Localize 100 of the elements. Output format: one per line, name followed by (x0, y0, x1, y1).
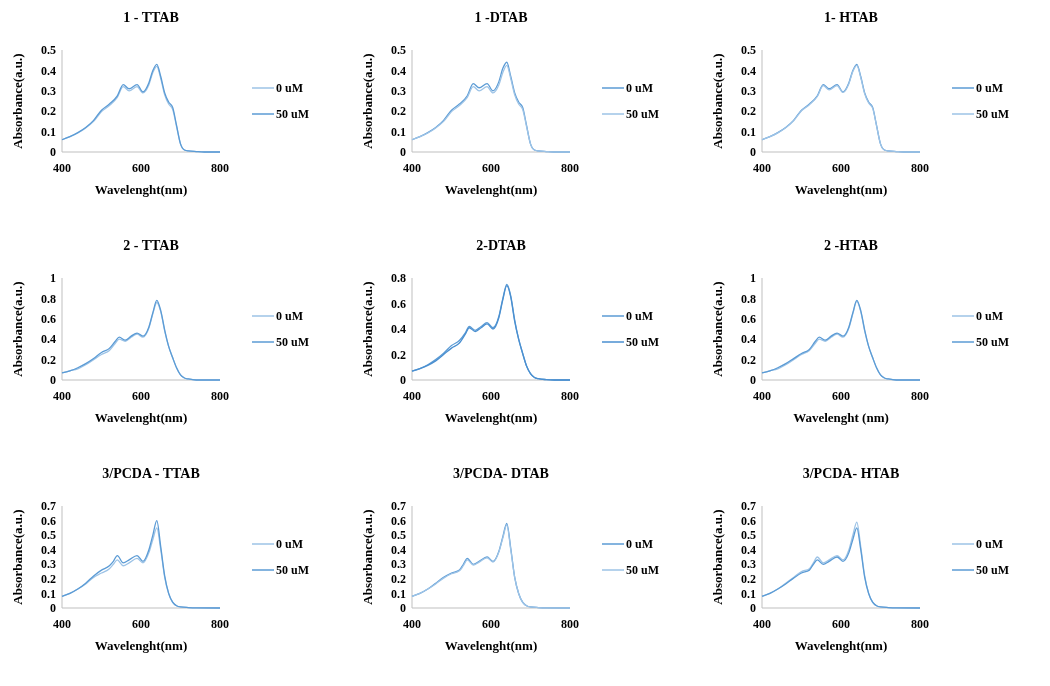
y-tick-label: 0.3 (41, 557, 56, 572)
y-tick-label: 0.1 (391, 124, 406, 139)
y-tick-label: 0.3 (391, 557, 406, 572)
y-tick-label: 0.4 (741, 63, 756, 78)
y-axis-title: Absorbance(a.u.) (360, 53, 375, 149)
y-tick-label: 0 (50, 373, 56, 388)
y-tick-label: 0 (400, 373, 406, 388)
x-tick-label: 400 (53, 161, 71, 175)
legend-label: 50 uM (976, 335, 1009, 350)
y-tick-label: 0.3 (741, 557, 756, 572)
y-tick-label: 0.5 (41, 43, 56, 58)
y-tick-label: 0.4 (741, 332, 756, 347)
x-axis-title: Wavelenght(nm) (444, 410, 538, 425)
legend-label: 50 uM (626, 107, 659, 122)
y-tick-label: 0.6 (41, 513, 56, 528)
y-tick-label: 0.6 (391, 296, 406, 311)
y-tick-label: 0.1 (741, 124, 756, 139)
legend-label: 50 uM (276, 335, 309, 350)
x-tick-label: 600 (482, 161, 500, 175)
x-tick-label: 600 (832, 389, 850, 403)
y-tick-label: 0.2 (391, 572, 406, 587)
y-tick-label: 0.3 (391, 84, 406, 98)
y-axis-title: Absorbance(a.u.) (10, 509, 25, 605)
y-tick-label: 0.4 (41, 332, 56, 347)
y-tick-label: 0 (50, 601, 56, 616)
y-tick-label: 0.8 (41, 291, 56, 306)
y-tick-label: 0.1 (741, 586, 756, 601)
chart-title: 1 -DTAB (474, 10, 528, 25)
y-tick-label: 0.5 (391, 528, 406, 543)
y-tick-label: 0.4 (41, 63, 56, 78)
legend-label: 0 uM (626, 81, 653, 96)
y-tick-label: 0.2 (41, 104, 56, 119)
y-axis-title: Absorbance(a.u.) (10, 281, 25, 377)
x-tick-label: 600 (832, 617, 850, 631)
y-tick-label: 0.2 (41, 352, 56, 367)
y-axis-title: Absorbance(a.u.) (710, 281, 725, 377)
x-tick-label: 600 (832, 161, 850, 175)
chart-title: 3/PCDA- DTAB (453, 466, 549, 481)
chart-title: 3/PCDA - TTAB (102, 466, 200, 481)
x-axis-title: Wavelenght(nm) (94, 410, 188, 425)
chart-title: 3/PCDA- HTAB (802, 466, 900, 481)
y-tick-label: 0 (50, 145, 56, 160)
y-tick-label: 0.2 (741, 572, 756, 587)
y-tick-label: 0 (400, 145, 406, 160)
y-tick-label: 0 (750, 601, 756, 616)
x-tick-label: 800 (561, 161, 579, 175)
x-tick-label: 400 (53, 389, 71, 403)
y-axis-title: Absorbance(a.u.) (710, 53, 725, 149)
x-tick-label: 400 (53, 617, 71, 631)
y-tick-label: 0.2 (391, 347, 406, 362)
legend-label: 0 uM (626, 537, 653, 552)
x-tick-label: 400 (403, 161, 421, 175)
legend-label: 50 uM (626, 563, 659, 578)
x-tick-label: 400 (403, 389, 421, 403)
x-tick-label: 800 (561, 389, 579, 403)
legend-label: 50 uM (976, 563, 1009, 578)
legend-label: 0 uM (276, 309, 303, 324)
legend-label: 0 uM (976, 309, 1003, 324)
y-tick-label: 1 (50, 271, 56, 286)
y-tick-label: 0.8 (391, 271, 406, 286)
y-tick-label: 1 (750, 271, 756, 286)
x-tick-label: 800 (561, 617, 579, 631)
legend-label: 50 uM (276, 563, 309, 578)
legend-label: 50 uM (976, 107, 1009, 122)
y-tick-label: 0.5 (741, 43, 756, 58)
y-tick-label: 0.2 (41, 572, 56, 587)
y-tick-label: 0.2 (741, 352, 756, 367)
chart-title: 1- HTAB (824, 10, 878, 25)
y-tick-label: 0.6 (741, 312, 756, 326)
x-axis-title: Wavelenght(nm) (94, 182, 188, 197)
x-tick-label: 600 (482, 617, 500, 631)
y-tick-label: 0.8 (741, 291, 756, 306)
y-tick-label: 0.1 (41, 124, 56, 139)
x-axis-title: Wavelenght(nm) (794, 638, 888, 653)
legend-label: 50 uM (626, 335, 659, 350)
legend-label: 0 uM (276, 81, 303, 96)
legend-label: 0 uM (626, 309, 653, 324)
y-tick-label: 0.7 (741, 499, 756, 514)
x-tick-label: 400 (753, 161, 771, 175)
y-tick-label: 0.5 (741, 528, 756, 543)
x-tick-label: 400 (753, 389, 771, 403)
y-tick-label: 0.1 (41, 586, 56, 601)
y-axis-title: Absorbance(a.u.) (360, 281, 375, 377)
y-tick-label: 0.5 (391, 43, 406, 58)
x-axis-title: Wavelenght (nm) (793, 410, 889, 425)
y-tick-label: 0.2 (741, 104, 756, 119)
legend-label: 0 uM (276, 537, 303, 552)
y-tick-label: 0.4 (391, 322, 406, 337)
y-tick-label: 0.3 (741, 84, 756, 98)
y-tick-label: 0 (400, 601, 406, 616)
x-tick-label: 600 (132, 161, 150, 175)
y-tick-label: 0 (750, 145, 756, 160)
x-tick-label: 400 (403, 617, 421, 631)
x-tick-label: 400 (753, 617, 771, 631)
y-tick-label: 0.7 (391, 499, 406, 514)
x-tick-label: 800 (911, 161, 929, 175)
x-axis-title: Wavelenght(nm) (444, 182, 538, 197)
y-axis-title: Absorbance(a.u.) (710, 509, 725, 605)
x-axis-title: Wavelenght(nm) (444, 638, 538, 653)
y-tick-label: 0.6 (741, 513, 756, 528)
